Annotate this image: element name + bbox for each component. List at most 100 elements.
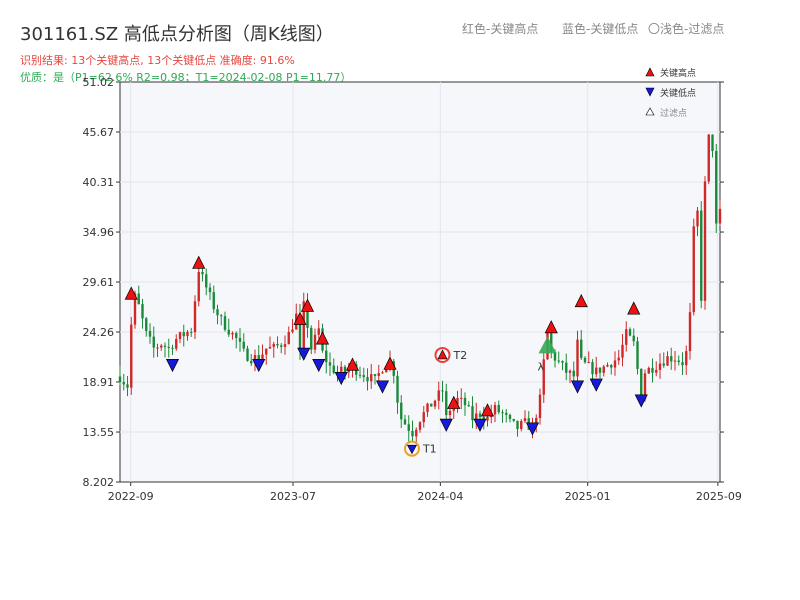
candle-body [441, 390, 444, 392]
candle-body [617, 357, 620, 361]
candle-body [583, 357, 587, 363]
candle-body [475, 413, 478, 421]
x-tick-label: 2024-04 [417, 490, 463, 503]
candle-body [628, 329, 632, 336]
candle-body [216, 309, 219, 316]
candle-body [658, 363, 662, 370]
chart-title: 301161.SZ 高低点分析图（周K线图） [20, 24, 334, 45]
t1-low-marker [406, 444, 417, 455]
x-axis: 2022-09 2023-07 2024-04 2025-01 2025-09 [108, 482, 742, 503]
candle-body [426, 403, 429, 413]
candle-body [167, 346, 170, 348]
candle-body [497, 404, 500, 413]
y-tick-label: 34.96 [83, 226, 115, 239]
candle-body [535, 417, 538, 425]
candle-body [677, 360, 680, 363]
candle-body [456, 397, 459, 405]
candle-body [208, 287, 212, 293]
legend-high-label: 关键高点 [660, 67, 696, 79]
candle-body [621, 344, 624, 358]
candle-body [632, 335, 635, 342]
candle-body [433, 400, 437, 407]
key-high-marker [293, 311, 307, 325]
candle-body [613, 360, 617, 368]
legend-filtered: 〇浅色-过滤点 [648, 22, 725, 36]
candle-body [572, 370, 575, 377]
candle-body [178, 332, 182, 339]
candle-body [332, 365, 335, 373]
quality-info: 优质：是（P1=62.6% R2=0.98；T1=2024-02-08 P1=1… [20, 71, 352, 84]
candle-body [557, 360, 560, 362]
markers: T1 T2 λ [124, 255, 648, 457]
candle-body [130, 324, 133, 388]
candle-body [283, 344, 287, 347]
candle-body [358, 374, 362, 376]
candle-body [520, 421, 523, 429]
candle-body [403, 419, 407, 425]
candle-body [662, 363, 665, 366]
candle-body [501, 412, 504, 414]
key-high-marker [300, 298, 315, 312]
candle-body [302, 301, 305, 349]
candle-body [673, 360, 677, 362]
key-low-marker [252, 358, 266, 373]
y-tick-label: 51.02 [83, 76, 115, 89]
candle-body [223, 316, 227, 330]
candle-body [396, 375, 399, 403]
candle-body [460, 397, 463, 399]
candle-body [512, 418, 515, 421]
key-high-marker [574, 293, 588, 308]
candle-body [175, 338, 178, 349]
candle-body [137, 293, 140, 305]
candle-body [325, 350, 328, 363]
candle-body [193, 301, 197, 333]
key-high-marker [315, 331, 330, 345]
candle-body [647, 367, 650, 374]
candle-body [186, 331, 189, 337]
candle-body [445, 391, 448, 416]
key-low-marker [165, 358, 180, 373]
candle-body [696, 210, 699, 227]
candle-body [550, 333, 553, 352]
candle-body [681, 362, 684, 366]
candle-body [171, 347, 174, 349]
key-high-marker [192, 255, 206, 269]
x-tick-label: 2022-09 [108, 490, 154, 503]
candle-body [197, 272, 200, 302]
x-tick-label: 2023-07 [270, 490, 316, 503]
legend-low-label: 关键低点 [660, 87, 696, 99]
legend-filtered-label: 过滤点 [660, 107, 687, 119]
candle-body [362, 375, 365, 378]
candle-body [666, 356, 669, 366]
candle-body [343, 366, 347, 373]
x-tick-label: 2025-09 [696, 490, 742, 503]
candles [118, 134, 722, 444]
t1-circle [403, 440, 420, 457]
key-low-marker [589, 378, 603, 392]
candle-body [651, 367, 654, 373]
candle-body [508, 414, 512, 419]
green-marker-label: λ [538, 360, 545, 373]
candle-body [366, 377, 369, 382]
candle-body [703, 181, 707, 301]
candle-body [418, 422, 422, 430]
candle-body [688, 312, 692, 352]
candle-body [148, 330, 152, 337]
candle-body [542, 359, 545, 395]
candle-body [280, 345, 283, 347]
key-high-marker [447, 395, 461, 409]
candle-body [317, 328, 320, 335]
y-tick-label: 13.55 [83, 426, 115, 439]
key-high-marker [627, 301, 641, 315]
candle-body [565, 362, 568, 373]
key-low-marker [570, 380, 585, 394]
green-marker [538, 336, 557, 354]
grid-lines [120, 82, 720, 482]
candle-body [400, 402, 403, 420]
candle-body [118, 376, 122, 383]
candle-body [205, 274, 208, 288]
candle-body [670, 356, 673, 362]
y-tick-label: 40.31 [83, 176, 115, 189]
candle-body [238, 338, 242, 342]
candle-body [235, 332, 238, 339]
